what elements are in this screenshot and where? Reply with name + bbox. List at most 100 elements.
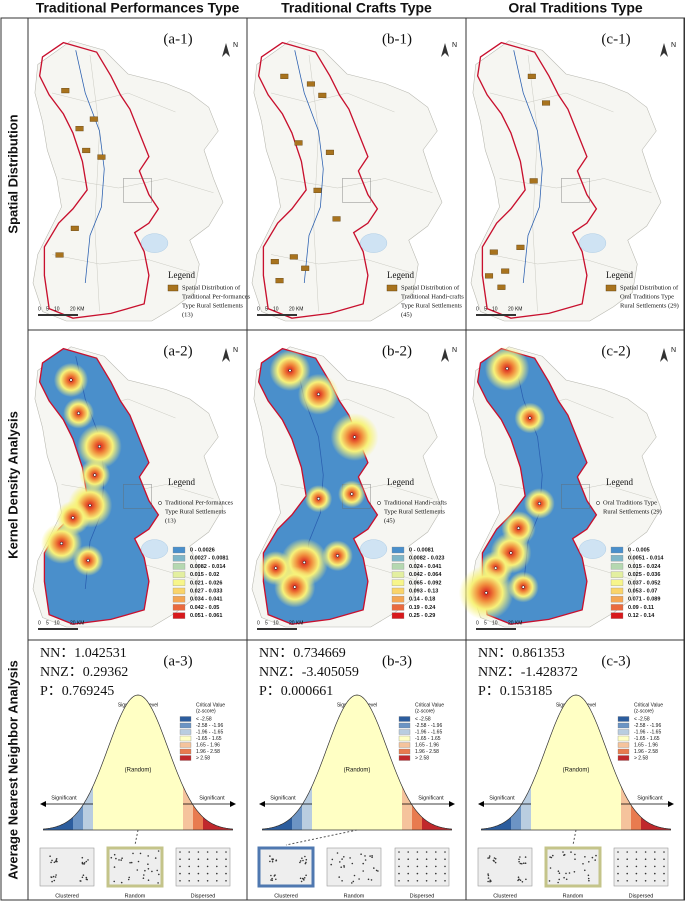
- curve-segment: [641, 817, 671, 830]
- settlement-patch: [489, 249, 498, 255]
- z-value: -1.65 - 1.65: [415, 736, 441, 742]
- pattern-dot: [52, 875, 55, 878]
- pattern-dot: [341, 858, 343, 860]
- settlement-point: [88, 503, 92, 507]
- pattern-dot: [225, 880, 227, 882]
- boundary: [51, 254, 195, 274]
- pattern-dot: [305, 861, 307, 864]
- pattern-box: [39, 847, 95, 887]
- curve-label: Significant: [51, 795, 77, 801]
- pattern-dot: [425, 851, 428, 853]
- pattern-dot: [663, 851, 665, 853]
- class-label: 0.14 - 0.18: [409, 597, 435, 603]
- curve-segment: [531, 695, 621, 830]
- curve-segment: [402, 786, 412, 830]
- settlement-patch: [280, 73, 289, 79]
- pattern-dot: [115, 857, 117, 860]
- pattern-dot: [157, 850, 160, 852]
- boundary: [89, 54, 100, 312]
- pattern-dot: [425, 858, 428, 860]
- class-swatch: [172, 555, 186, 562]
- scale-bar: [257, 628, 297, 630]
- pattern-dot: [56, 860, 58, 863]
- z-value: 1.96 - 2.58: [196, 749, 220, 755]
- pattern-dot: [338, 876, 341, 878]
- legend-text: (13): [182, 311, 193, 318]
- pattern-dot: [55, 874, 57, 876]
- pattern-dot: [188, 865, 190, 868]
- z-value: 1.65 - 1.96: [415, 742, 439, 748]
- pattern-dot: [435, 865, 437, 868]
- settlement-patch: [306, 81, 315, 87]
- curve-label: Significant: [637, 795, 663, 801]
- river: [294, 50, 324, 284]
- pattern-label: Dispersed: [410, 893, 435, 899]
- pattern-dot: [270, 879, 272, 881]
- statistic: NNZ：0.29362: [40, 665, 128, 680]
- pattern-dot: [568, 872, 571, 874]
- z-value: -2.58 - -1.96: [634, 723, 661, 729]
- settlement-point: [288, 368, 292, 373]
- pattern-dot: [274, 874, 276, 876]
- boundary: [270, 92, 395, 113]
- pattern-dot: [304, 855, 306, 858]
- pattern-dot: [635, 858, 638, 860]
- pattern-dot: [626, 880, 628, 882]
- class-swatch: [610, 579, 624, 586]
- sig-swatch: [179, 755, 192, 761]
- statistic: P：0.769245: [40, 684, 114, 699]
- class-swatch: [610, 571, 624, 578]
- legend-text: Type Rural Settlements: [384, 508, 445, 515]
- class-label: 0.051 - 0.061: [190, 613, 222, 619]
- north-label: N: [233, 42, 238, 49]
- pattern-dot: [87, 859, 89, 861]
- pattern-dot: [563, 876, 565, 879]
- pattern-dot: [444, 880, 446, 882]
- pattern-dot: [617, 858, 619, 860]
- pattern-dot: [654, 865, 656, 868]
- class-label: 0.053 - 0.07: [628, 588, 657, 594]
- north-label: N: [452, 347, 457, 354]
- settlement-patch: [318, 92, 327, 98]
- pattern-dot: [425, 880, 428, 882]
- legend-swatch: [167, 284, 179, 292]
- arrow-head: [230, 801, 236, 807]
- sig-swatch: [179, 748, 192, 755]
- pattern-dot: [488, 857, 491, 859]
- pattern-dot: [82, 874, 85, 876]
- sig-swatch: [617, 722, 630, 729]
- pattern-dot: [343, 865, 345, 867]
- curve-segment: [511, 804, 521, 830]
- class-swatch: [391, 596, 405, 603]
- pattern-dot: [188, 872, 190, 875]
- pattern-dot: [635, 880, 638, 882]
- pattern-dot: [79, 880, 81, 882]
- pattern-dot: [635, 872, 638, 875]
- scale-label: 10: [492, 620, 498, 626]
- settlement-point: [69, 378, 73, 382]
- scale-label: 5: [265, 306, 268, 312]
- pattern-dot: [110, 856, 113, 859]
- pattern-dot: [275, 859, 278, 861]
- scale-label: 5: [46, 620, 49, 626]
- settlement-patch: [325, 149, 334, 155]
- pattern-label: Random: [344, 893, 365, 899]
- pattern-dot: [644, 858, 647, 860]
- legend-text: Spatial Distribution of: [620, 284, 679, 291]
- pattern-dot: [81, 856, 84, 859]
- settlement-point: [86, 558, 90, 563]
- study-area: [476, 41, 598, 319]
- z-value: 1.96 - 2.58: [634, 749, 658, 755]
- scale-label: 0: [38, 306, 41, 312]
- sig-swatch: [617, 755, 630, 761]
- statistic: NNZ：-1.428372: [478, 665, 578, 680]
- legend-title: Legend: [387, 270, 414, 280]
- class-label: 0.09 - 0.11: [628, 605, 654, 611]
- curve-segment: [312, 695, 402, 830]
- pattern-dot: [83, 862, 86, 864]
- statistic: P：0.000661: [259, 684, 333, 699]
- class-label: 0.071 - 0.089: [628, 597, 660, 603]
- curve-segment: [412, 804, 422, 830]
- scale-bar: [476, 314, 516, 316]
- pattern-dot: [626, 858, 628, 860]
